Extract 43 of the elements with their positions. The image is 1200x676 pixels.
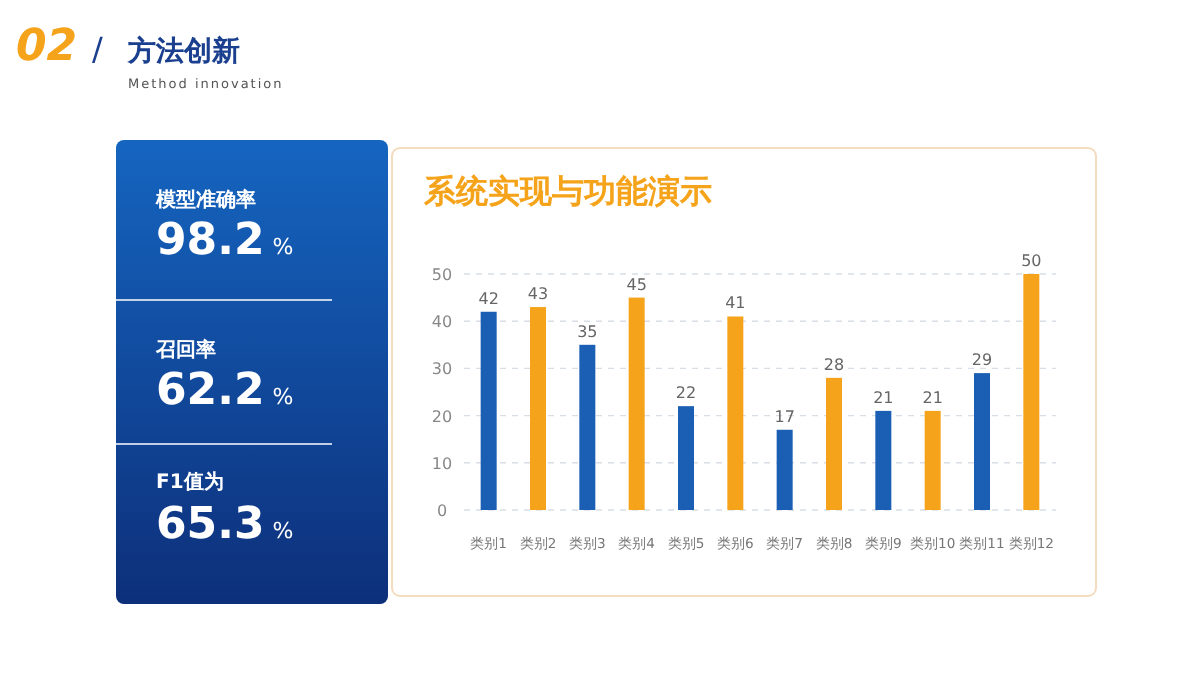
bar [727,316,744,510]
data-label: 17 [774,407,795,426]
y-tick-label: 50 [431,266,453,284]
text: F1值为 [156,470,224,494]
data-label: 42 [478,289,499,308]
text: 65.3 [156,500,265,550]
data-label: 41 [725,294,746,313]
data-label: 43 [527,285,549,304]
text: 模型准确率 [154,188,256,212]
y-tick-label: 20 [431,407,453,426]
data-label: 50 [1021,252,1042,270]
text: 62.2 [156,366,265,416]
data-label: 28 [823,355,845,374]
y-tick-label: 40 [431,313,453,332]
bar [875,410,892,510]
bar [974,373,990,510]
text: % [272,234,294,260]
bar [579,344,596,510]
bar [530,307,546,510]
bar [776,429,793,510]
bar [924,410,941,510]
data-label: 45 [626,275,647,294]
bar [1023,274,1040,510]
y-tick-label: 30 [431,360,453,379]
bar [480,311,497,510]
bar [628,297,645,510]
y-tick-label: 0 [436,502,448,520]
text: 方法创新 [126,34,240,68]
text: % [272,384,294,410]
data-label: 21 [873,388,894,407]
text: 召回率 [154,338,216,362]
data-label: 21 [922,388,943,407]
bar [678,406,694,510]
text: 98.2 [156,216,265,266]
bar [826,377,842,510]
text: / [92,30,104,68]
y-tick-label: 10 [431,454,453,473]
data-label: 29 [971,351,993,370]
data-label: 22 [675,384,697,403]
chart-title: 系统实现与功能演示 [422,172,712,210]
text: 02 [16,22,78,72]
text: % [272,518,294,544]
data-label: 35 [577,322,598,341]
